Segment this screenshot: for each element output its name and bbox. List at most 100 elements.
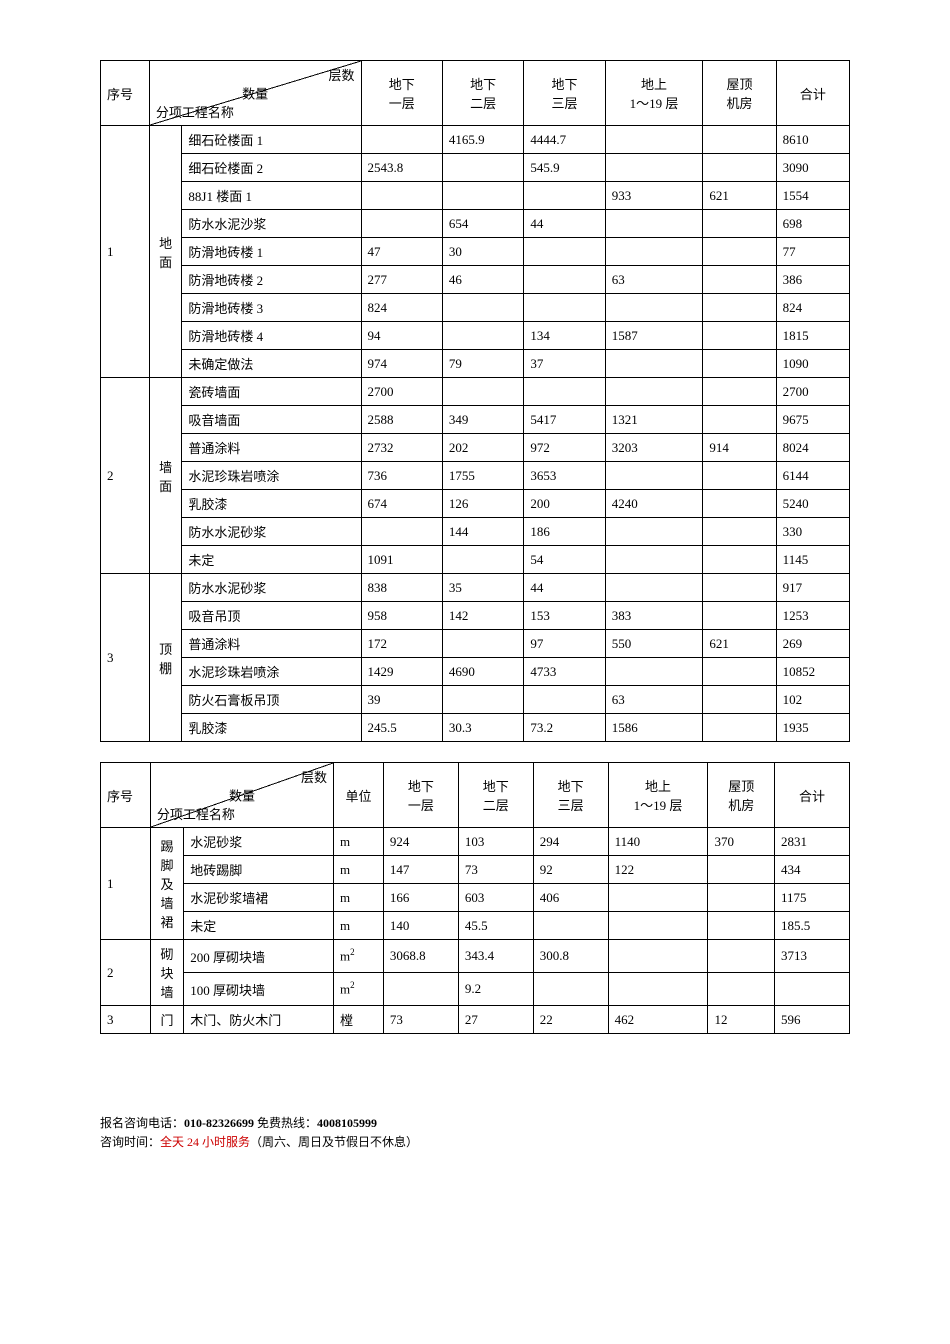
- value-cell: [383, 973, 458, 1006]
- t1-h-diag-mid: 数量: [242, 84, 268, 103]
- table2-header-row: 序号 层数 数量 分项工程名称 单位 地下 一层 地下 二层 地下 三层 地上 …: [101, 763, 850, 828]
- value-cell: [605, 126, 703, 154]
- value-cell: 269: [776, 630, 849, 658]
- value-cell: 30.3: [442, 714, 523, 742]
- value-cell: [703, 602, 776, 630]
- value-cell: 603: [458, 884, 533, 912]
- item-name: 乳胶漆: [182, 714, 361, 742]
- footer-phone2: 4008105999: [317, 1116, 377, 1130]
- value-cell: [533, 973, 608, 1006]
- value-cell: 924: [383, 828, 458, 856]
- value-cell: 4444.7: [524, 126, 605, 154]
- value-cell: [605, 154, 703, 182]
- t1-h-c4: 地上 1～19 层: [605, 61, 703, 126]
- value-cell: 1755: [442, 462, 523, 490]
- table-row: 水泥砂浆墙裙m1666034061175: [101, 884, 850, 912]
- value-cell: 3068.8: [383, 940, 458, 973]
- value-cell: 838: [361, 574, 442, 602]
- table-row: 乳胶漆67412620042405240: [101, 490, 850, 518]
- value-cell: 73: [383, 1006, 458, 1034]
- t2-h-c3: 地下 三层: [533, 763, 608, 828]
- value-cell: 545.9: [524, 154, 605, 182]
- value-cell: [605, 238, 703, 266]
- value-cell: [524, 378, 605, 406]
- value-cell: 200: [524, 490, 605, 518]
- unit-cell: 樘: [334, 1006, 384, 1034]
- value-cell: [703, 574, 776, 602]
- value-cell: [442, 182, 523, 210]
- item-name: 88J1 楼面 1: [182, 182, 361, 210]
- value-cell: [524, 266, 605, 294]
- value-cell: 27: [458, 1006, 533, 1034]
- value-cell: 30: [442, 238, 523, 266]
- value-cell: 4690: [442, 658, 523, 686]
- value-cell: 8610: [776, 126, 849, 154]
- table-row: 防滑地砖楼 1473077: [101, 238, 850, 266]
- value-cell: [708, 856, 775, 884]
- unit-cell: m: [334, 828, 384, 856]
- seq-cell: 2: [101, 940, 151, 1006]
- table-row: 水泥珍珠岩喷涂736175536536144: [101, 462, 850, 490]
- t1-h-diag-bl: 分项工程名称: [156, 102, 234, 121]
- unit-cell: m: [334, 856, 384, 884]
- footer-l1a: 报名咨询电话：: [100, 1116, 184, 1130]
- value-cell: 824: [361, 294, 442, 322]
- value-cell: [442, 686, 523, 714]
- footer-phone1: 010-82326699: [184, 1116, 254, 1130]
- value-cell: 153: [524, 602, 605, 630]
- table-row: 1地 面细石砼楼面 14165.94444.78610: [101, 126, 850, 154]
- item-name: 防火石膏板吊顶: [182, 686, 361, 714]
- t2-h-c5: 屋顶 机房: [708, 763, 775, 828]
- value-cell: 126: [442, 490, 523, 518]
- value-cell: 39: [361, 686, 442, 714]
- seq-cell: 3: [101, 1006, 151, 1034]
- value-cell: 958: [361, 602, 442, 630]
- value-cell: 44: [524, 574, 605, 602]
- value-cell: 736: [361, 462, 442, 490]
- value-cell: [533, 912, 608, 940]
- table-row: 未确定做法97479371090: [101, 350, 850, 378]
- value-cell: 2732: [361, 434, 442, 462]
- value-cell: 330: [776, 518, 849, 546]
- value-cell: 73.2: [524, 714, 605, 742]
- t2-h-c1: 地下 一层: [383, 763, 458, 828]
- value-cell: 1175: [775, 884, 850, 912]
- value-cell: 698: [776, 210, 849, 238]
- t2-h-c2: 地下 二层: [458, 763, 533, 828]
- value-cell: 1815: [776, 322, 849, 350]
- value-cell: [442, 630, 523, 658]
- value-cell: [361, 126, 442, 154]
- value-cell: 3713: [775, 940, 850, 973]
- item-name: 木门、防火木门: [184, 1006, 334, 1034]
- value-cell: 73: [458, 856, 533, 884]
- value-cell: [703, 322, 776, 350]
- value-cell: 47: [361, 238, 442, 266]
- seq-cell: 1: [101, 828, 151, 940]
- value-cell: [608, 973, 708, 1006]
- value-cell: 596: [775, 1006, 850, 1034]
- value-cell: [442, 378, 523, 406]
- value-cell: [442, 322, 523, 350]
- table1-header-row: 序号 层数 数量 分项工程名称 地下 一层 地下 二层 地下 三层 地上 1～1…: [101, 61, 850, 126]
- value-cell: [703, 714, 776, 742]
- value-cell: [703, 378, 776, 406]
- value-cell: 1586: [605, 714, 703, 742]
- value-cell: 2700: [776, 378, 849, 406]
- footer-l2a: 咨询时间：: [100, 1135, 160, 1149]
- value-cell: 10852: [776, 658, 849, 686]
- value-cell: 4733: [524, 658, 605, 686]
- value-cell: 44: [524, 210, 605, 238]
- value-cell: [605, 210, 703, 238]
- value-cell: 3653: [524, 462, 605, 490]
- item-name: 200 厚砌块墙: [184, 940, 334, 973]
- item-name: 乳胶漆: [182, 490, 361, 518]
- t2-h-diag-tr: 层数: [301, 767, 327, 786]
- value-cell: [442, 154, 523, 182]
- item-name: 防滑地砖楼 3: [182, 294, 361, 322]
- table-row: 水泥珍珠岩喷涂14294690473310852: [101, 658, 850, 686]
- table-row: 2墙 面瓷砖墙面27002700: [101, 378, 850, 406]
- value-cell: [703, 406, 776, 434]
- value-cell: [605, 574, 703, 602]
- value-cell: 12: [708, 1006, 775, 1034]
- category-cell: 地 面: [149, 126, 182, 378]
